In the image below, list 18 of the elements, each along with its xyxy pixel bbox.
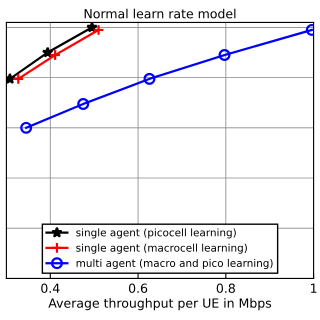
legend-label: multi agent (macro and pico learning) (76, 258, 273, 270)
x-tick-label: 0.8 (216, 283, 235, 293)
point (143, 72, 156, 85)
legend-label: single agent (macrocell learning) (76, 244, 247, 254)
point (49, 49, 62, 61)
point (86, 22, 98, 32)
x-tick-label: 0.6 (128, 283, 148, 293)
legend-label: single agent (picocell learning) (76, 228, 236, 238)
point (77, 98, 90, 110)
x-axis-title: Average throughput per UE in Mbps (48, 298, 272, 310)
point (92, 24, 105, 36)
chart-title: Normal learn rate model (84, 8, 236, 18)
point (12, 72, 24, 85)
point (42, 46, 54, 58)
point (20, 122, 32, 134)
x-tick-label: 1 (310, 284, 316, 293)
point (218, 49, 230, 61)
x-tick-label: 0.4 (41, 283, 60, 293)
